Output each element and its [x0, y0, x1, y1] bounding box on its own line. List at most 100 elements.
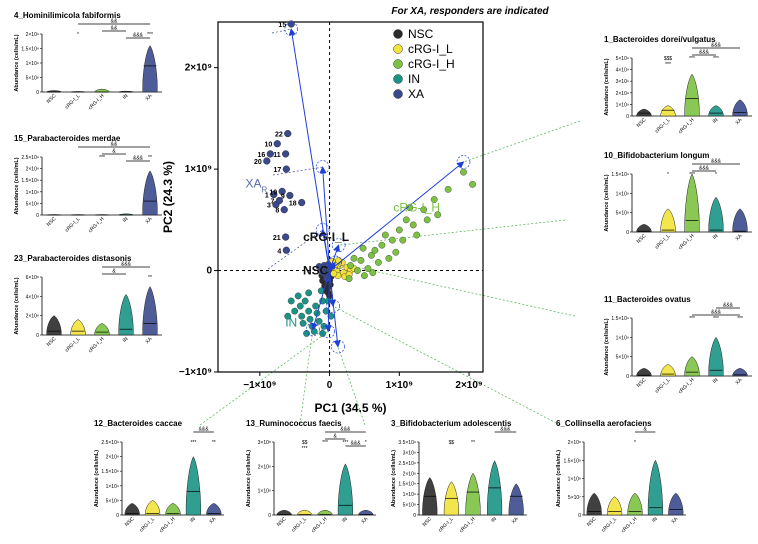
violin-y-tick-label: 2×10⁹	[26, 167, 39, 173]
violin-IN	[708, 336, 724, 377]
violin-x-tick-label: IN	[651, 516, 659, 524]
violin-x-tick-label: XA	[360, 516, 369, 525]
violin-x-tick-label: cRG-I_H	[310, 516, 328, 534]
point-cRG-I_H	[354, 267, 361, 274]
point-cRG-I_H	[420, 206, 428, 214]
significance-marker: ***	[689, 316, 695, 322]
y-tick-label: −1×10⁹	[179, 367, 212, 378]
responder-label: 19	[269, 189, 277, 196]
responder-label: 21	[273, 235, 281, 242]
violin-cRG-I_L	[607, 496, 623, 516]
responder-label: 8	[275, 208, 279, 215]
point-XA-responder	[282, 150, 290, 158]
violin-x-tick-label: NSC	[46, 93, 58, 105]
bracket-label: &	[112, 269, 116, 275]
point-XA-responder	[287, 20, 295, 28]
point-IN	[294, 292, 302, 300]
violin-x-tick-label: cRG-I_H	[158, 516, 176, 534]
violin-x-tick-label: NSC	[636, 117, 648, 129]
violin-cRG-I_H	[684, 173, 700, 233]
violin-y-label: Abundance (cells/mL)	[604, 174, 610, 231]
point-IN	[317, 287, 325, 295]
violin-x-tick-label: XA	[734, 377, 743, 386]
point-cRG-I_H	[371, 246, 379, 254]
significance-marker: *	[77, 32, 79, 38]
violin-x-tick-label: IN	[712, 377, 720, 385]
vector-end-circle	[326, 299, 340, 313]
point-IN	[301, 297, 309, 305]
legend-label: NSC	[408, 27, 434, 41]
violin-y-tick-label: 0	[578, 513, 581, 519]
violin-title: 13_Ruminococcus faecis	[246, 419, 342, 428]
significance-marker: ***	[689, 172, 695, 178]
vector-end-circle	[328, 255, 343, 270]
violin-x-tick-label: XA	[144, 336, 153, 345]
point-cRG-I_H	[345, 275, 353, 283]
point-IN	[310, 328, 318, 335]
group-label: NSC	[303, 264, 329, 278]
bracket-label: &	[334, 434, 338, 440]
point-XA-responder	[278, 187, 286, 196]
violin-cRG-I_L	[660, 364, 676, 377]
violin-NSC	[636, 368, 652, 377]
violin-y-label: Abundance (cells/mL)	[556, 450, 562, 507]
violin-title: 23_Parabacteroides distasonis	[14, 254, 132, 263]
violin-y-tick-label: 5×10⁸	[403, 503, 416, 509]
violin-y-tick-label: 0	[626, 374, 629, 380]
x-tick-label: 0	[327, 380, 333, 391]
point-cRG-I_H	[430, 196, 438, 203]
violin-title: 12_Bacteroides caccae	[94, 419, 183, 428]
point-cRG-I_H	[395, 226, 403, 234]
point-IN	[299, 319, 307, 327]
violin-y-tick-label: 0	[36, 213, 39, 219]
connector-3	[337, 346, 366, 426]
legend-marker-IN	[393, 74, 403, 84]
loading-vector-23	[320, 228, 331, 271]
violin-y-tick-label: 1×10⁹	[616, 335, 629, 341]
violin-y-label: Abundance (cells/mL)	[14, 277, 20, 334]
bracket-label: &&&	[199, 427, 210, 433]
bracket-label: &&&	[699, 50, 710, 56]
violin-y-tick-label: 5×10⁷	[568, 495, 581, 501]
point-XA-responder	[286, 191, 294, 200]
loading-vector-11	[328, 261, 336, 271]
violin-x-tick-label: XA	[208, 516, 217, 525]
violin-y-tick-label: 2.5×10⁹	[398, 461, 416, 467]
responder-label: 1	[265, 192, 269, 199]
violin-y-tick-label: 2.5×10⁹	[101, 440, 119, 446]
legend-label: XA	[408, 87, 424, 101]
bracket-label: &&&	[351, 441, 362, 447]
bracket-label: &&&	[500, 427, 511, 433]
connector-1	[463, 120, 581, 163]
responder-label: 3	[267, 203, 271, 210]
violin-y-tick-label: 0	[413, 513, 416, 519]
violin-NSC	[276, 509, 292, 516]
violin-x-tick-label: cRG-I_L	[64, 216, 82, 234]
header-note: For XA, responders are indicated	[391, 6, 549, 17]
violin-x-tick-label: cRG-I_H	[87, 93, 105, 111]
violin-x-tick-label: IN	[490, 516, 498, 524]
violin-title: 15_Parabacteroides merdae	[14, 134, 121, 143]
violin-y-tick-label: 0	[116, 513, 119, 519]
point-cRG-I_H	[469, 180, 476, 188]
bracket-label: &&&	[699, 166, 710, 172]
bracket-label: &&&	[711, 310, 722, 316]
connector-10	[338, 219, 566, 246]
violin-y-tick-label: 2×10⁸	[258, 464, 271, 470]
violin-y-tick-label: 5×10⁸	[106, 498, 119, 504]
violin-XA	[206, 503, 222, 516]
significance-marker: $$	[449, 440, 455, 446]
point-IN	[287, 297, 295, 305]
violin-cRG-I_H	[627, 492, 643, 516]
violin-panel: 13_Ruminococcus faecis 0 1×10⁸ 2×10⁸ 3×10⁸ Ab…	[246, 419, 376, 534]
violin-NSC	[46, 315, 62, 336]
violin-y-tick-label: 1×10⁹	[616, 102, 629, 108]
point-XA-responder	[282, 165, 290, 173]
violin-title: 10_Bifidobacterium longum	[604, 151, 709, 160]
responder-label: 17	[274, 167, 282, 174]
violin-x-tick-label: cRG-I_H	[620, 516, 638, 534]
violin-y-tick-label: 1×10⁹	[403, 492, 416, 498]
significance-marker: ***	[713, 56, 719, 62]
